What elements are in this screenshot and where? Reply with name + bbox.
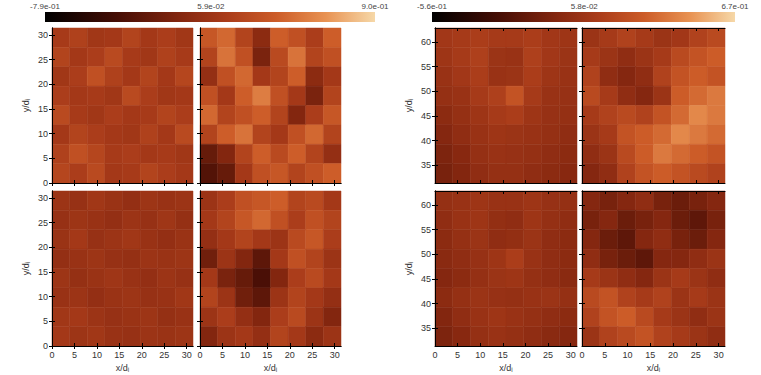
svg-text:10: 10: [92, 350, 102, 360]
svg-text:60: 60: [421, 37, 431, 47]
svg-text:25: 25: [38, 218, 48, 228]
svg-text:5: 5: [43, 153, 48, 163]
svg-text:10: 10: [475, 350, 485, 360]
svg-text:20: 20: [285, 350, 295, 360]
svg-text:0: 0: [197, 350, 202, 360]
svg-text:5: 5: [43, 316, 48, 326]
svg-text:25: 25: [307, 350, 317, 360]
svg-text:x/dᵢ: x/dᵢ: [264, 363, 277, 373]
svg-text:25: 25: [543, 350, 553, 360]
svg-text:x/dᵢ: x/dᵢ: [647, 363, 660, 373]
svg-text:20: 20: [38, 242, 48, 252]
svg-text:30: 30: [38, 30, 48, 40]
svg-text:55: 55: [421, 225, 431, 235]
svg-text:y/dᵢ: y/dᵢ: [21, 262, 31, 275]
svg-text:5: 5: [602, 350, 607, 360]
svg-text:25: 25: [691, 350, 701, 360]
svg-text:y/dᵢ: y/dᵢ: [404, 262, 414, 275]
svg-text:15: 15: [645, 350, 655, 360]
svg-text:30: 30: [182, 350, 192, 360]
svg-text:15: 15: [114, 350, 124, 360]
svg-text:10: 10: [240, 350, 250, 360]
svg-text:55: 55: [421, 62, 431, 72]
svg-text:5.9e-02: 5.9e-02: [197, 2, 225, 11]
svg-text:20: 20: [38, 79, 48, 89]
svg-text:x/dᵢ: x/dᵢ: [116, 363, 129, 373]
svg-text:25: 25: [159, 350, 169, 360]
svg-text:10: 10: [623, 350, 633, 360]
svg-text:-7.9e-01: -7.9e-01: [30, 2, 60, 11]
svg-text:0: 0: [579, 350, 584, 360]
svg-text:35: 35: [421, 323, 431, 333]
svg-text:60: 60: [421, 200, 431, 210]
svg-text:30: 30: [714, 350, 724, 360]
svg-text:50: 50: [421, 86, 431, 96]
svg-text:45: 45: [421, 111, 431, 121]
svg-text:9.0e-01: 9.0e-01: [361, 2, 389, 11]
svg-text:10: 10: [38, 129, 48, 139]
svg-text:40: 40: [421, 299, 431, 309]
svg-text:15: 15: [498, 350, 508, 360]
svg-text:6.7e-01: 6.7e-01: [721, 2, 749, 11]
svg-text:10: 10: [38, 292, 48, 302]
svg-text:0: 0: [43, 178, 48, 188]
svg-text:20: 20: [137, 350, 147, 360]
svg-text:40: 40: [421, 136, 431, 146]
svg-text:y/dᵢ: y/dᵢ: [404, 99, 414, 112]
svg-text:0: 0: [43, 341, 48, 351]
svg-text:15: 15: [38, 104, 48, 114]
svg-text:30: 30: [566, 350, 576, 360]
svg-text:-5.6e-01: -5.6e-01: [417, 2, 447, 11]
svg-text:x/dᵢ: x/dᵢ: [499, 363, 512, 373]
svg-text:0: 0: [432, 350, 437, 360]
svg-text:5.8e-02: 5.8e-02: [571, 2, 599, 11]
svg-text:45: 45: [421, 274, 431, 284]
svg-text:y/dᵢ: y/dᵢ: [21, 99, 31, 112]
svg-text:5: 5: [220, 350, 225, 360]
svg-text:30: 30: [330, 350, 340, 360]
svg-text:5: 5: [455, 350, 460, 360]
svg-text:30: 30: [38, 193, 48, 203]
svg-text:20: 20: [520, 350, 530, 360]
svg-text:35: 35: [421, 160, 431, 170]
svg-text:5: 5: [72, 350, 77, 360]
svg-text:25: 25: [38, 55, 48, 65]
svg-text:15: 15: [262, 350, 272, 360]
svg-text:20: 20: [668, 350, 678, 360]
svg-text:15: 15: [38, 267, 48, 277]
svg-text:0: 0: [49, 350, 54, 360]
svg-text:50: 50: [421, 249, 431, 259]
